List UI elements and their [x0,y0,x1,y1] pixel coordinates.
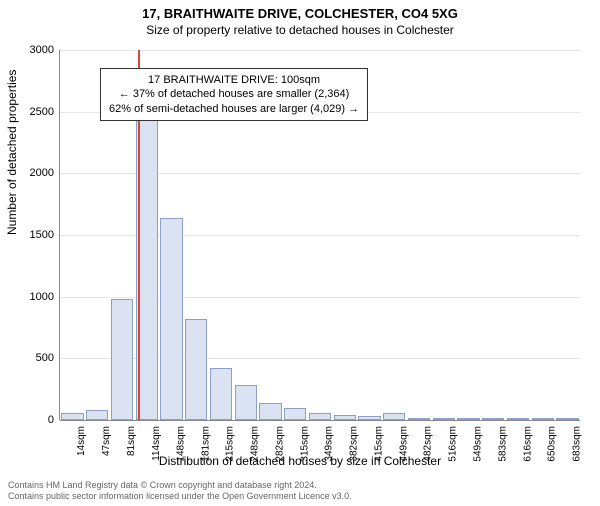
y-tick-label: 3000 [14,44,54,56]
y-tick-label: 500 [14,352,54,364]
callout-line3: 62% of semi-detached houses are larger (… [109,102,359,116]
histogram-bar [86,410,108,420]
callout-line1: 17 BRAITHWAITE DRIVE: 100sqm [109,73,359,87]
footer-attribution: Contains HM Land Registry data © Crown c… [8,480,592,502]
x-tick-label: 14sqm [76,426,87,456]
histogram-bar [61,413,83,420]
histogram-bar [383,413,405,420]
y-axis-line [59,50,60,420]
footer-line2: Contains public sector information licen… [8,491,592,502]
x-axis-line [60,420,580,421]
histogram-bar [259,403,281,420]
histogram-bar [111,299,133,420]
histogram-bar [160,218,182,420]
y-tick-label: 1500 [14,229,54,241]
x-axis-title: Distribution of detached houses by size … [0,454,600,468]
y-tick-label: 2000 [14,167,54,179]
y-tick-label: 2500 [14,106,54,118]
histogram-bar [210,368,232,420]
histogram-bar [185,319,207,420]
histogram-bar [284,408,306,420]
chart-title-main: 17, BRAITHWAITE DRIVE, COLCHESTER, CO4 5… [0,6,600,21]
x-tick-label: 47sqm [101,426,112,456]
histogram-bar [235,385,257,420]
callout-line2: ← 37% of detached houses are smaller (2,… [109,87,359,101]
callout-box: 17 BRAITHWAITE DRIVE: 100sqm ← 37% of de… [100,68,368,121]
y-axis-title: Number of detached properties [5,70,19,235]
x-tick-label: 81sqm [126,426,137,456]
y-tick-label: 0 [14,414,54,426]
footer-line1: Contains HM Land Registry data © Crown c… [8,480,592,491]
chart-title-sub: Size of property relative to detached ho… [0,23,600,37]
chart-area: 05001000150020002500300014sqm47sqm81sqm1… [60,50,580,420]
histogram-bar [309,413,331,420]
y-tick-label: 1000 [14,291,54,303]
